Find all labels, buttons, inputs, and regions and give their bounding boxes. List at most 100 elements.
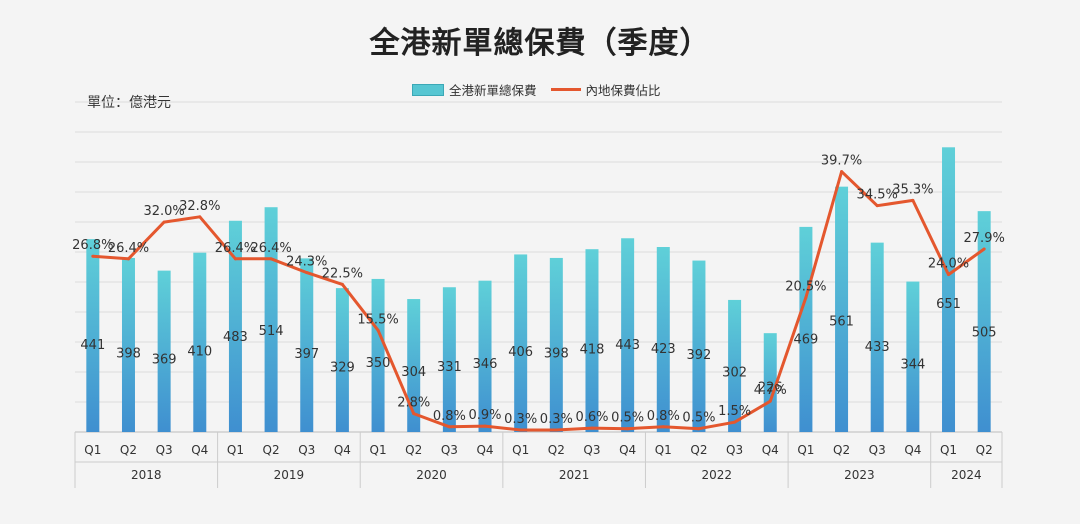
mainland-share-point [126,257,130,261]
mainland-share-point [947,273,951,277]
bar-value-label: 304 [401,365,426,380]
mainland-share-point [519,428,523,432]
pct-value-label: 1.5% [718,404,751,419]
mainland-share-point [982,247,986,251]
quarter-tick-label: Q4 [904,443,921,457]
quarter-tick-label: Q2 [976,443,993,457]
quarter-tick-label: Q1 [370,443,387,457]
bar-value-label: 651 [936,297,961,312]
premium-bar [86,239,100,432]
pct-value-label: 27.9% [964,231,1005,246]
year-tick-label: 2024 [951,468,982,482]
premium-bar [692,260,706,432]
premium-bar [942,147,956,432]
pct-value-label: 15.5% [357,312,398,327]
legend-item-premium: 全港新單總保費 [412,80,537,99]
bar-value-label: 346 [473,357,498,372]
bar-value-label: 398 [116,347,141,362]
bar-value-label: 443 [615,338,640,353]
year-tick-label: 2022 [701,468,732,482]
pct-value-label: 0.5% [682,411,715,426]
mainland-share-point [340,282,344,286]
premium-bar [228,220,242,432]
quarter-tick-label: Q3 [583,443,600,457]
bar-value-label: 331 [437,360,462,375]
mainland-share-point [233,257,237,261]
pct-value-label: 32.0% [143,204,184,219]
pct-value-label: 0.6% [575,410,608,425]
pct-value-label: 22.5% [322,266,363,281]
year-tick-label: 2020 [416,468,447,482]
pct-value-label: 26.4% [108,241,149,256]
mainland-share-point [733,420,737,424]
bar-value-label: 406 [508,345,533,360]
quarter-tick-label: Q1 [940,443,957,457]
mainland-share-point [376,328,380,332]
mainland-share-point [768,399,772,403]
quarter-tick-label: Q3 [726,443,743,457]
mainland-share-point [840,170,844,174]
premium-bar [870,242,884,432]
premium-bar [193,252,207,432]
legend-item-mainland-share: 內地保費佔比 [550,80,661,99]
pct-value-label: 24.0% [928,257,969,272]
mainland-share-point [305,271,309,275]
premium-bar [264,207,278,432]
bar-value-label: 397 [294,347,319,362]
year-tick-label: 2021 [559,468,590,482]
quarter-tick-label: Q3 [441,443,458,457]
quarter-tick-label: Q4 [334,443,351,457]
quarter-tick-label: Q1 [797,443,814,457]
quarter-tick-label: Q2 [690,443,707,457]
bar-value-label: 350 [366,356,391,371]
mainland-share-point [804,296,808,300]
bar-value-label: 469 [793,333,818,348]
pct-value-label: 26.4% [215,241,256,256]
premium-bar [621,238,635,432]
legend-label-mainland-share: 內地保費佔比 [585,83,661,98]
mainland-share-point [447,425,451,429]
quarter-tick-label: Q1 [655,443,672,457]
quarter-tick-label: Q1 [227,443,244,457]
bar-value-label: 369 [152,352,177,367]
quarter-tick-label: Q2 [263,443,280,457]
quarter-tick-label: Q3 [156,443,173,457]
bar-value-label: 483 [223,330,248,345]
pct-value-label: 26.4% [250,241,291,256]
premium-bar [728,299,742,432]
mainland-share-point [661,425,665,429]
mainland-share-point [198,215,202,219]
mainland-share-line [92,170,986,432]
pct-value-label: 0.8% [433,409,466,424]
quarter-tick-label: Q4 [476,443,493,457]
bar-value-label: 344 [900,357,925,372]
pct-value-label: 0.8% [647,409,680,424]
year-tick-label: 2018 [131,468,162,482]
pct-value-label: 2.8% [397,396,430,411]
quarter-tick-label: Q4 [191,443,208,457]
bar-value-label: 423 [651,342,676,357]
legend-bar-swatch [412,83,444,96]
quarter-tick-label: Q4 [762,443,779,457]
premium-bar [763,333,777,432]
pct-value-label: 24.3% [286,255,327,270]
chart-title: 全港新單總保費（季度） [369,26,711,61]
quarter-tick-label: Q1 [512,443,529,457]
bar-value-label: 398 [544,347,569,362]
bar-value-label: 392 [687,348,712,363]
pct-value-label: 0.3% [540,412,573,427]
bar-value-label: 505 [972,326,997,341]
mainland-share-point [91,254,95,258]
quarter-tick-label: Q3 [298,443,315,457]
premium-bar [371,278,385,432]
mainland-share-point [626,427,630,431]
pct-value-label: 35.3% [892,182,933,197]
year-tick-label: 2023 [844,468,875,482]
bar-value-label: 410 [187,344,212,359]
pct-value-label: 34.5% [857,188,898,203]
bar-value-label: 418 [580,343,605,358]
quarter-tick-label: Q2 [405,443,422,457]
quarter-tick-label: Q2 [548,443,565,457]
legend-label-premium: 全港新單總保費 [449,83,537,98]
unit-label: 單位：億港元 [87,95,171,111]
